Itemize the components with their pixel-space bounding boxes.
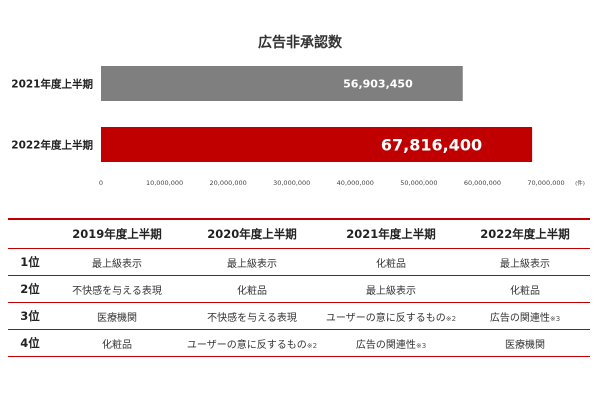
table-cell: 広告の関連性※3 [460,302,590,330]
table-header-row: 2019年度上半期 2020年度上半期 2021年度上半期 2022年度上半期 [8,219,590,249]
table-cell: 化粧品 [460,275,590,303]
header-cell: 2021年度上半期 [346,227,436,241]
header-cell: 2022年度上半期 [480,227,570,241]
x-tick-label: 30,000,000 [273,179,310,187]
rank-cell: 4位 [8,329,52,357]
table-cell: ユーザーの意に反するもの※2 [182,329,322,357]
cell-text: 化粧品 [102,339,132,351]
data-label: 56,903,450 [343,77,413,90]
header-cell: 2019年度上半期 [72,227,162,241]
cell-text: 不快感を与える表現 [72,285,162,297]
cell-text: 不快感を与える表現 [207,312,297,324]
rank-cell: 3位 [8,302,52,330]
cell-text: 最上級表示 [366,285,416,297]
footnote-marker: ※2 [306,341,318,350]
cell-text: 化粧品 [510,285,540,297]
table-cell: 化粧品 [322,248,460,276]
table-cell: 最上級表示 [182,248,322,276]
cell-text: 医療機関 [97,312,137,324]
table-row: 1位 最上級表示 最上級表示 化粧品 最上級表示 [8,248,590,276]
table-row: 2位 不快感を与える表現 化粧品 最上級表示 化粧品 [8,275,590,303]
bar-chart: 広告非承認数 2021年度上半期 56,903,450 2022年度上半期 67,81… [11,34,585,187]
category-label: 2021年度上半期 [11,78,93,91]
x-tick-label: 0 [99,179,103,187]
table-cell: 最上級表示 [322,275,460,303]
x-tick-label: 50,000,000 [400,179,437,187]
table-cell: 最上級表示 [460,248,590,276]
bar [101,66,463,101]
cell-text: 化粧品 [237,285,267,297]
cell-text: 最上級表示 [92,258,142,270]
cell-text: 最上級表示 [500,258,550,270]
table-cell: 広告の関連性※3 [322,329,460,357]
category-label: 2022年度上半期 [11,139,93,152]
cell-text: 広告の関連性 [489,312,550,324]
table-row: 4位 化粧品 ユーザーの意に反するもの※2 広告の関連性※3 医療機関 [8,329,590,357]
x-tick-label: 20,000,000 [210,179,247,187]
table-cell: 不快感を与える表現 [52,275,182,303]
table-cell: 化粧品 [182,275,322,303]
table-cell: 不快感を与える表現 [182,302,322,330]
footnote-marker: ※3 [415,341,427,350]
table-cell: ユーザーの意に反するもの※2 [322,302,460,330]
footnote-marker: ※3 [549,314,561,323]
unit-label: (件) [575,179,585,187]
ranking-table: 2019年度上半期 2020年度上半期 2021年度上半期 2022年度上半期 … [8,218,590,357]
cell-text: 化粧品 [376,258,406,270]
data-label: 67,816,400 [381,135,482,154]
x-tick-label: 70,000,000 [527,179,564,187]
cell-text: 広告の関連性 [355,339,416,351]
header-cell [8,219,52,249]
x-tick-label: 10,000,000 [146,179,183,187]
chart-title: 広告非承認数 [258,34,343,51]
cell-text: ユーザーの意に反するもの [186,339,307,351]
table-cell: 最上級表示 [52,248,182,276]
table-cell: 化粧品 [52,329,182,357]
cell-text: 医療機関 [505,339,545,351]
header-cell: 2020年度上半期 [207,227,297,241]
table-cell: 医療機関 [52,302,182,330]
x-tick-label: 60,000,000 [464,179,501,187]
x-tick-label: 40,000,000 [337,179,374,187]
table-row: 3位 医療機関 不快感を与える表現 ユーザーの意に反するもの※2 広告の関連性※3 [8,302,590,330]
table-cell: 医療機関 [460,329,590,357]
rank-cell: 2位 [8,275,52,303]
footnote-marker: ※2 [445,314,457,323]
bar [101,127,533,162]
cell-text: 最上級表示 [227,258,277,270]
rank-cell: 1位 [8,248,52,276]
cell-text: ユーザーの意に反するもの [325,312,446,324]
